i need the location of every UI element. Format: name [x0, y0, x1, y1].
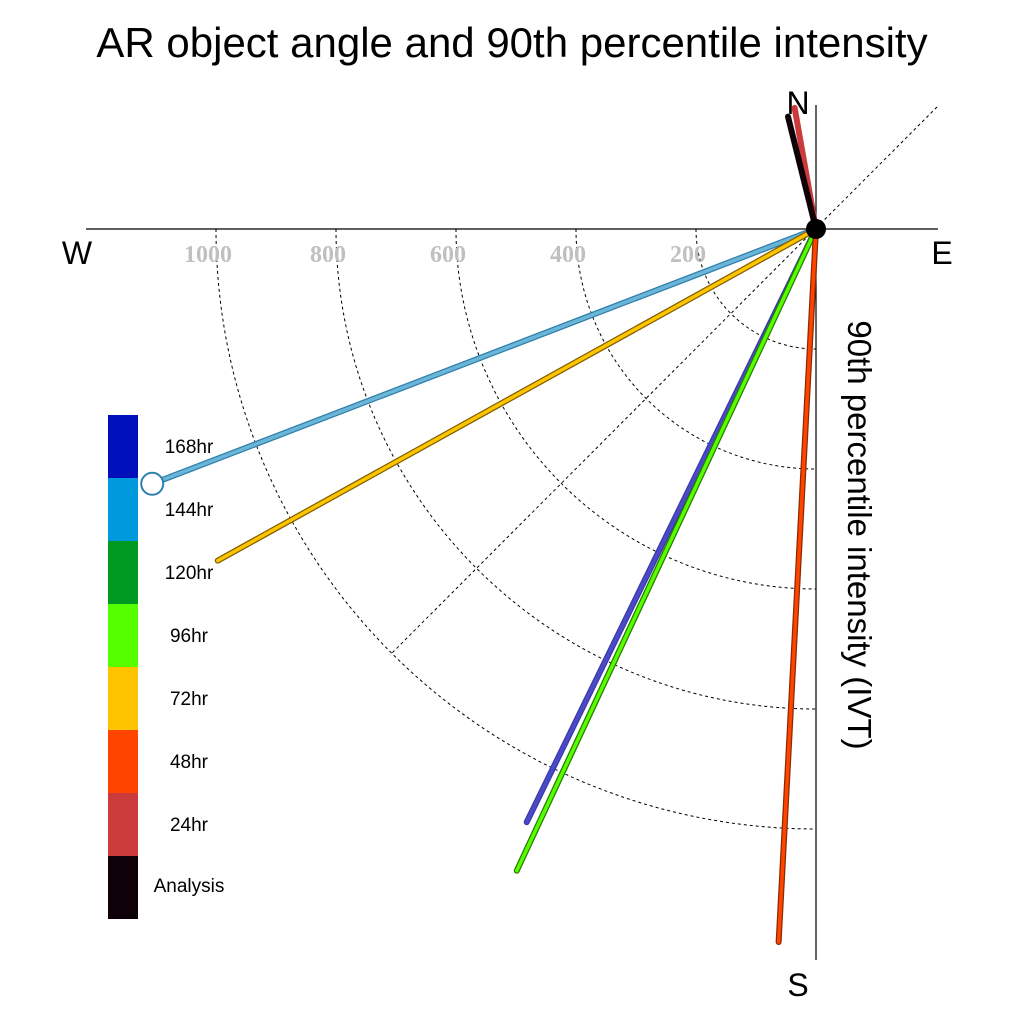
- legend-swatch: [108, 730, 138, 793]
- vector-line: [515, 227, 818, 873]
- legend-label: 168hr: [165, 437, 214, 458]
- vector-48hr: [775, 226, 819, 946]
- compass-east: E: [931, 235, 952, 271]
- legend-label: 48hr: [170, 752, 209, 773]
- legend-swatch: [108, 793, 138, 856]
- legend-swatch: [108, 541, 138, 604]
- legend-label: 120hr: [165, 563, 214, 584]
- legend-swatch: [108, 604, 138, 667]
- compass-west: W: [62, 235, 93, 271]
- vector-line: [216, 227, 818, 563]
- compass-north: N: [786, 85, 809, 121]
- legend-swatch: [108, 667, 138, 730]
- radial-tick-label: 600: [430, 242, 466, 268]
- legend-label: 96hr: [170, 626, 209, 647]
- grid-arc: [575, 228, 817, 470]
- radial-tick-label: 1000: [184, 242, 232, 268]
- legend-label: Analysis: [154, 876, 225, 897]
- radial-tick-label: 200: [670, 242, 706, 268]
- grid-arc: [695, 228, 817, 350]
- vector-end-marker: [140, 471, 165, 496]
- legend-swatch: [108, 856, 138, 919]
- vector-line: [776, 227, 818, 944]
- radial-tick-label: 800: [310, 242, 346, 268]
- legend-swatch: [108, 415, 138, 478]
- grid-arc: [455, 228, 817, 590]
- grid-arc: [215, 228, 817, 830]
- series-vectors: [140, 104, 819, 946]
- compass-south: S: [787, 967, 808, 1003]
- radial-tick-labels: 1000 800 600 400 200: [184, 242, 706, 268]
- legend-label: 24hr: [170, 815, 209, 836]
- radial-axis-label: 90th percentile intensity (IVT): [841, 320, 878, 749]
- legend-label: 72hr: [170, 689, 209, 710]
- vector-line: [786, 114, 818, 231]
- legend: 168hr 144hr 120hr 96hr 72hr 48hr 24hr Analysis: [108, 415, 224, 919]
- vector-144hr: [140, 226, 819, 496]
- grid: [215, 106, 938, 830]
- radial-tick-label: 400: [550, 242, 586, 268]
- vector-72hr: [214, 226, 819, 564]
- origin-marker: [806, 219, 826, 239]
- vector-96hr: [513, 226, 819, 874]
- legend-label: 144hr: [165, 500, 214, 521]
- vector-analysis: [784, 113, 819, 232]
- vector-line: [150, 227, 818, 486]
- legend-swatch: [108, 478, 138, 541]
- chart-title: AR object angle and 90th percentile inte…: [96, 19, 927, 66]
